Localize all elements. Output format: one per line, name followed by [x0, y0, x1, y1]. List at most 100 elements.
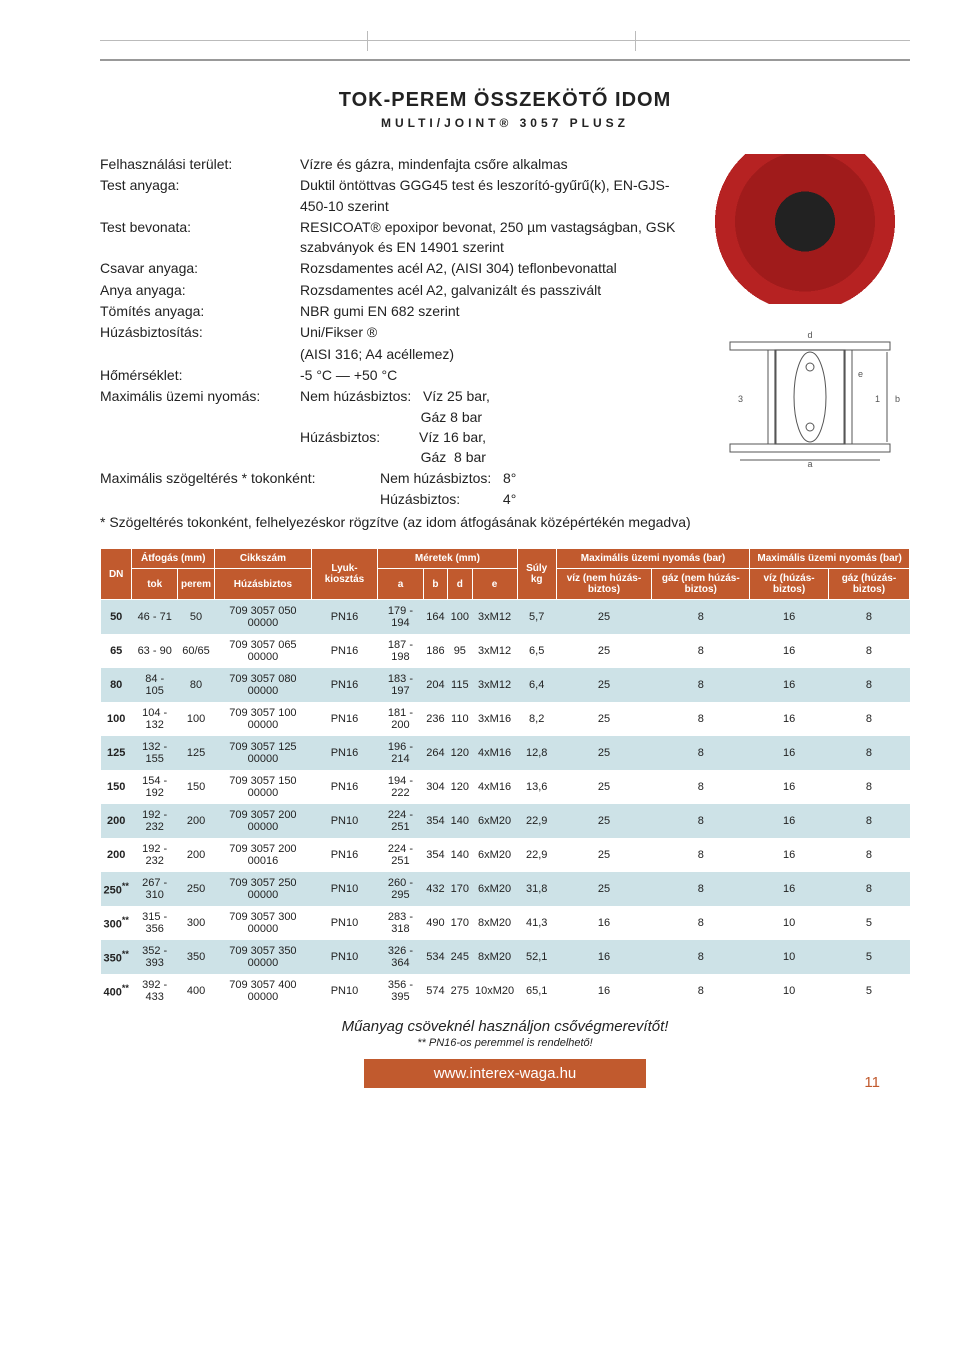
table-cell: 80	[178, 668, 215, 702]
table-cell: 8,2	[517, 702, 556, 736]
table-cell: 709 3057 400 00000	[215, 974, 312, 1008]
th-cikkszam: Cikkszám	[215, 549, 312, 569]
table-cell: PN10	[311, 940, 377, 974]
table-cell: 186	[423, 634, 447, 668]
table-row: 6563 - 9060/65709 3057 065 00000PN16187 …	[101, 634, 910, 668]
table-cell: 46 - 71	[132, 600, 178, 635]
table-cell: 63 - 90	[132, 634, 178, 668]
svg-text:1: 1	[875, 394, 880, 404]
spec-value: Rozsdamentes acél A2, galvanizált és pas…	[300, 280, 692, 300]
table-cell: 60/65	[178, 634, 215, 668]
th-atfogas: Átfogás (mm)	[132, 549, 215, 569]
table-cell: 50	[178, 600, 215, 635]
table-cell: 5	[828, 974, 909, 1008]
table-cell: 250**	[101, 872, 132, 906]
spec-value: Uni/Fikser ®	[300, 322, 692, 342]
spec-label: Maximális szögeltérés * tokonként:	[100, 468, 380, 509]
spec-label: Test anyaga:	[100, 175, 300, 216]
table-cell: 8	[652, 634, 750, 668]
table-cell: 8	[652, 600, 750, 635]
th-max2: Maximális üzemi nyomás (bar)	[750, 549, 910, 569]
table-row: 125132 - 155125709 3057 125 00000PN16196…	[101, 736, 910, 770]
image-column: d 3 1 b e a	[710, 154, 910, 510]
table-cell: 6xM20	[472, 872, 517, 906]
table-cell: 10	[750, 906, 829, 940]
table-cell: PN16	[311, 702, 377, 736]
table-cell: 84 - 105	[132, 668, 178, 702]
table-cell: PN16	[311, 838, 377, 872]
table-cell: 315 - 356	[132, 906, 178, 940]
svg-text:d: d	[807, 330, 812, 340]
table-cell: 8	[828, 770, 909, 804]
spec-label: Maximális üzemi nyomás:	[100, 386, 300, 467]
table-cell: 200	[178, 838, 215, 872]
table-cell: 4xM16	[472, 736, 517, 770]
spec-section: Felhasználási terület:Vízre és gázra, mi…	[100, 154, 910, 510]
table-cell: 100	[448, 600, 472, 635]
table-cell: 170	[448, 872, 472, 906]
table-cell: 354	[423, 804, 447, 838]
table-cell: 350**	[101, 940, 132, 974]
table-cell: 264	[423, 736, 447, 770]
table-cell: 224 - 251	[378, 804, 424, 838]
table-cell: 170	[448, 906, 472, 940]
table-row: 250**267 - 310250709 3057 250 00000PN102…	[101, 872, 910, 906]
table-cell: 3xM12	[472, 600, 517, 635]
table-cell: 95	[448, 634, 472, 668]
table-cell: 352 - 393	[132, 940, 178, 974]
table-cell: 8	[828, 872, 909, 906]
spec-value: RESICOAT® epoxipor bevonat, 250 µm vasta…	[300, 217, 692, 258]
table-cell: 100	[178, 702, 215, 736]
footer-url: www.interex-waga.hu	[364, 1059, 647, 1088]
table-cell: 709 3057 100 00000	[215, 702, 312, 736]
table-cell: 300	[178, 906, 215, 940]
table-cell: 25	[556, 600, 652, 635]
table-cell: 356 - 395	[378, 974, 424, 1008]
spec-label: Tömítés anyaga:	[100, 301, 300, 321]
table-cell: 6xM20	[472, 838, 517, 872]
table-cell: 250	[178, 872, 215, 906]
table-cell: 25	[556, 872, 652, 906]
table-cell: 52,1	[517, 940, 556, 974]
table-cell: 204	[423, 668, 447, 702]
table-cell: 709 3057 350 00000	[215, 940, 312, 974]
table-cell: 709 3057 050 00000	[215, 600, 312, 635]
table-cell: 8	[652, 940, 750, 974]
th-lyuk: Lyuk-kiosztás	[311, 549, 377, 600]
table-cell: 534	[423, 940, 447, 974]
table-header: DN Átfogás (mm) Cikkszám Lyuk-kiosztás M…	[101, 549, 910, 600]
th-tok: tok	[132, 569, 178, 600]
table-cell: 25	[556, 770, 652, 804]
spec-row: Test anyaga:Duktil öntöttvas GGG45 test …	[100, 175, 692, 216]
table-row: 300**315 - 356300709 3057 300 00000PN102…	[101, 906, 910, 940]
table-cell: 115	[448, 668, 472, 702]
footer: www.interex-waga.hu 11	[100, 1059, 910, 1099]
table-cell: 22,9	[517, 804, 556, 838]
table-cell: 16	[556, 974, 652, 1008]
table-cell: 80	[101, 668, 132, 702]
table-cell: 100	[101, 702, 132, 736]
table-cell: 5	[828, 906, 909, 940]
page-content: TOK-PEREM ÖSSZEKÖTŐ IDOM MULTI/JOINT® 30…	[0, 0, 960, 1119]
table-cell: 8	[828, 702, 909, 736]
spec-value: -5 °C — +50 °C	[300, 365, 692, 385]
table-cell: PN16	[311, 736, 377, 770]
table-cell: 5,7	[517, 600, 556, 635]
spec-row: Csavar anyaga:Rozsdamentes acél A2, (AIS…	[100, 258, 692, 278]
th-max1: Maximális üzemi nyomás (bar)	[556, 549, 750, 569]
table-cell: 65,1	[517, 974, 556, 1008]
table-cell: 31,8	[517, 872, 556, 906]
table-cell: PN10	[311, 804, 377, 838]
table-cell: 10	[750, 940, 829, 974]
table-cell: 6xM20	[472, 804, 517, 838]
spec-value: NBR gumi EN 682 szerint	[300, 301, 692, 321]
th-perem: perem	[178, 569, 215, 600]
table-row: 8084 - 10580709 3057 080 00000PN16183 - …	[101, 668, 910, 702]
table-cell: 8	[652, 702, 750, 736]
crop-marks	[100, 40, 910, 41]
table-cell: 25	[556, 702, 652, 736]
table-cell: 192 - 232	[132, 838, 178, 872]
th-gaz-h: gáz (húzás-biztos)	[828, 569, 909, 600]
table-cell: 50	[101, 600, 132, 635]
table-cell: PN10	[311, 872, 377, 906]
